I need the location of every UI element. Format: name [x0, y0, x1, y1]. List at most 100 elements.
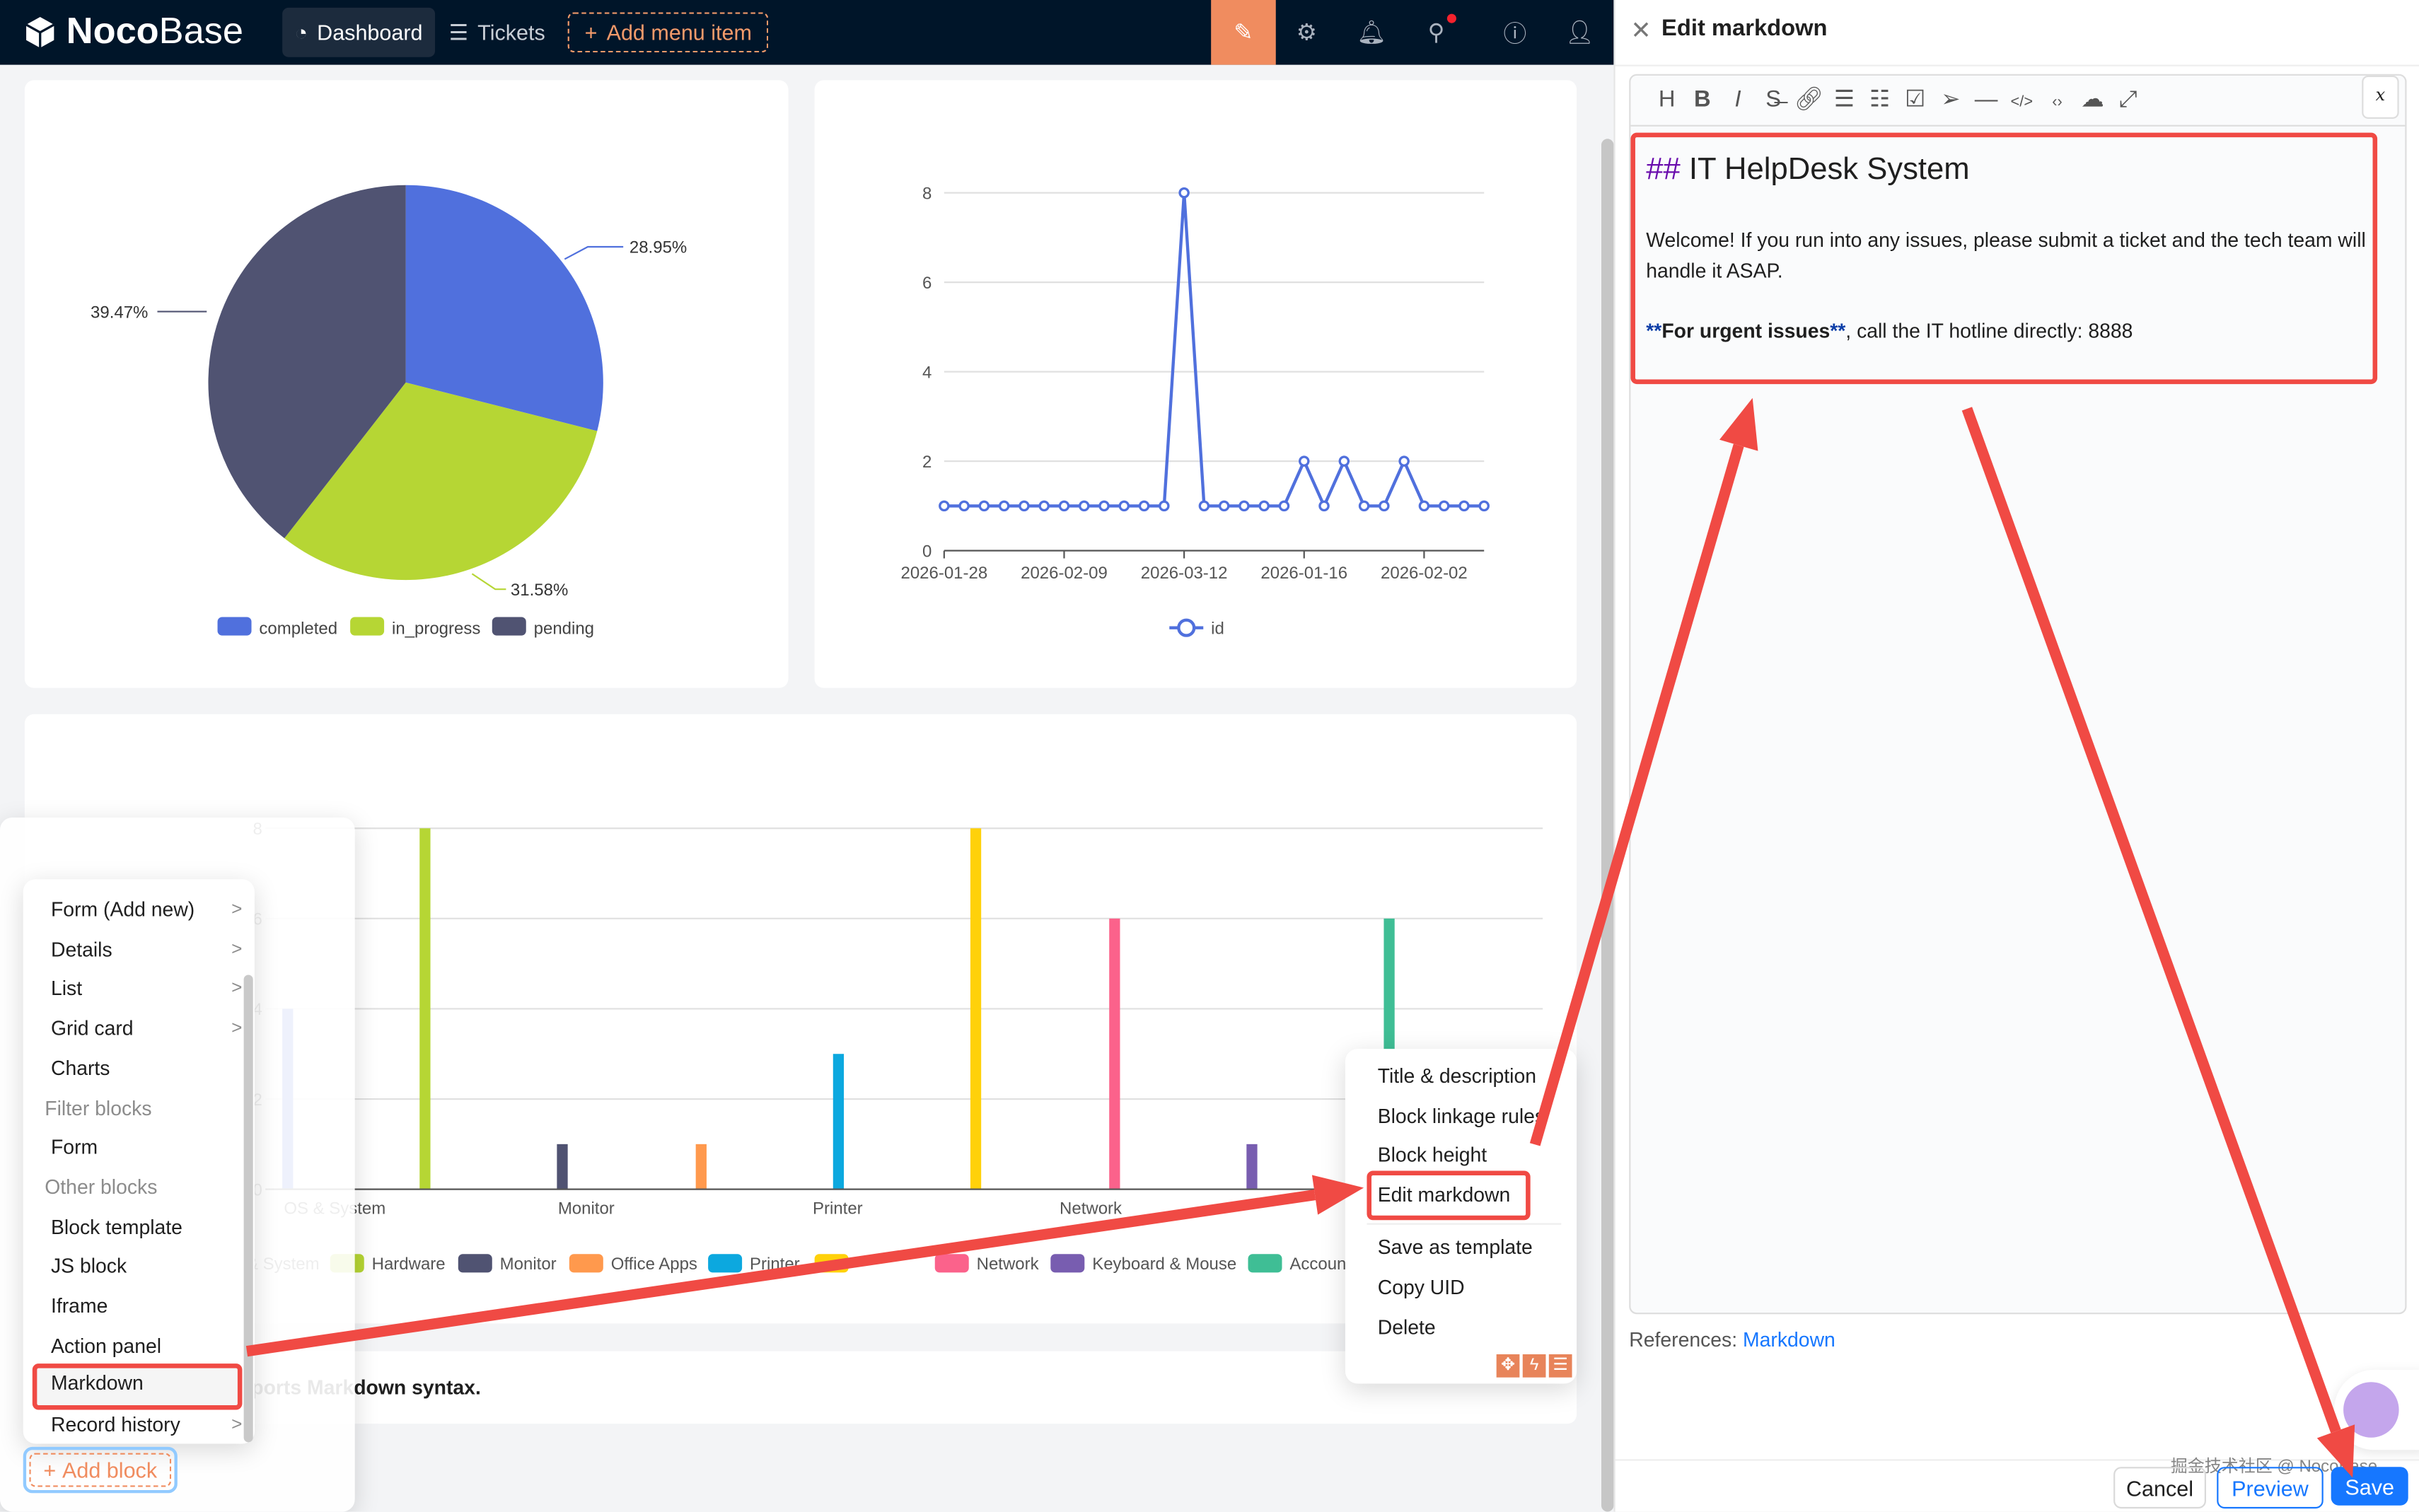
- menu-scrollbar[interactable]: [243, 975, 253, 1443]
- bold-icon[interactable]: B: [1694, 86, 1711, 113]
- assistant-avatar[interactable]: [2343, 1382, 2399, 1438]
- data-point: [1278, 500, 1290, 512]
- heading-icon[interactable]: H: [1658, 86, 1676, 113]
- highlighter-icon[interactable]: ✎: [1211, 0, 1276, 65]
- bell-icon[interactable]: 🔔︎: [1357, 20, 1386, 47]
- legend-swatch: [458, 1254, 492, 1273]
- nav-item-tickets[interactable]: ☰ Tickets: [436, 8, 557, 57]
- menu-item-iframe[interactable]: Iframe: [23, 1288, 239, 1325]
- bar-monitor: [557, 1144, 568, 1190]
- strikethrough-icon[interactable]: S̶: [1765, 86, 1782, 113]
- legend-label: Monitor: [500, 1255, 557, 1274]
- page-scrollbar[interactable]: [1601, 139, 1614, 1512]
- block-settings-menu: Title & description Block linkage rules Bl…: [1345, 1049, 1577, 1342]
- nav-item-dashboard[interactable]: ◔ Dashboard: [282, 7, 436, 57]
- menu-item-delete[interactable]: Delete: [1345, 1315, 1577, 1347]
- menu-item-block-linkage-rules[interactable]: Block linkage rules: [1345, 1105, 1577, 1136]
- help-icon[interactable]: ⓘ: [1503, 21, 1527, 47]
- menu-item-list[interactable]: List >: [23, 971, 242, 1008]
- menu-item-block-template[interactable]: Block template: [23, 1209, 239, 1245]
- legend-label: Network: [977, 1255, 1040, 1274]
- data-point: [1058, 500, 1070, 512]
- data-point: [1458, 500, 1470, 512]
- assistant-float[interactable]: [2334, 1369, 2419, 1450]
- bold-marker: **: [1830, 319, 1846, 343]
- add-block-menu: Form (Add new) > Details > List > Grid card > Ch…: [23, 879, 255, 1444]
- chevron-right-icon: >: [231, 1016, 243, 1039]
- menu-item-grid-card[interactable]: Grid card >: [23, 1011, 243, 1047]
- menu-item-label: JS block: [50, 1254, 127, 1278]
- fullscreen-icon[interactable]: ⤢: [2118, 86, 2137, 113]
- data-point: [1019, 500, 1030, 512]
- x-tick-label: 2026-02-09: [1021, 564, 1108, 583]
- horizontal-rule-icon[interactable]: —: [1974, 86, 1998, 113]
- references-link[interactable]: Markdown: [1743, 1327, 1835, 1351]
- menu-item-copy-uid[interactable]: Copy UID: [1345, 1276, 1577, 1307]
- pie-chart-card: 28.95% 31.58% 39.47% completed in_progress pe…: [24, 80, 789, 688]
- menu-item-action-panel[interactable]: Action panel: [23, 1327, 239, 1364]
- legend-swatch: [934, 1254, 969, 1273]
- legend-label: completed: [259, 619, 337, 638]
- gear-icon[interactable]: ⚙: [1296, 20, 1318, 47]
- settings-menu-icon[interactable]: ☰: [1548, 1354, 1572, 1378]
- add-menu-item-button[interactable]: + Add menu item: [567, 12, 769, 53]
- menu-item-save-as-template[interactable]: Save as template: [1345, 1235, 1577, 1267]
- inline-code-icon[interactable]: ‹›: [2052, 94, 2063, 112]
- references: References: Markdown: [1629, 1328, 1835, 1351]
- menu-item-form-add-new-[interactable]: Form (Add new) >: [23, 892, 242, 929]
- bold-marker: **: [1646, 319, 1662, 343]
- user-icon[interactable]: 👤︎: [1565, 20, 1595, 47]
- add-block-label: Add block: [62, 1458, 158, 1483]
- data-point: [1238, 500, 1250, 512]
- menu-item-charts[interactable]: Charts: [23, 1050, 239, 1087]
- code-block-icon[interactable]: </>: [2010, 94, 2034, 112]
- menu-item-label: Details: [50, 937, 112, 961]
- editor-content-highlight[interactable]: ## IT HelpDesk System Welcome! If you ru…: [1630, 132, 2378, 385]
- markdown-editor[interactable]: H B I S̶ 🔗︎ ☰ ☷ ☑ ➢ — </> ‹› ☁ ⤢ x ## IT HelpDesk Sys…: [1629, 74, 2407, 1315]
- search-icon[interactable]: ⚲: [1404, 0, 1469, 65]
- drag-icon[interactable]: ✥: [1496, 1354, 1520, 1378]
- bullet-list-icon[interactable]: ☰: [1833, 86, 1855, 113]
- menu-item-edit-markdown[interactable]: Edit markdown: [1345, 1170, 1577, 1221]
- cancel-button[interactable]: Cancel: [2113, 1467, 2206, 1509]
- preview-button[interactable]: Preview: [2217, 1467, 2324, 1509]
- add-block-button[interactable]: + Add block: [29, 1453, 172, 1487]
- menu-item-label: List: [50, 977, 83, 1001]
- bar-office-apps: [695, 1144, 707, 1190]
- x-tick-label: 2026-02-02: [1381, 564, 1468, 583]
- checklist-icon[interactable]: ☑: [1905, 86, 1926, 113]
- data-point: [1138, 500, 1150, 512]
- menu-item-details[interactable]: Details >: [23, 931, 242, 968]
- legend-swatch: [708, 1254, 743, 1273]
- menu-item-js-block[interactable]: JS block: [23, 1248, 239, 1285]
- upload-icon[interactable]: ☁: [2081, 86, 2105, 113]
- variable-button[interactable]: x: [2362, 75, 2399, 119]
- highlight-box: [1367, 1170, 1531, 1221]
- x-tick-label: 2026-01-28: [900, 564, 987, 583]
- nav-item-label: Dashboard: [317, 20, 423, 45]
- bar-printer: [833, 1054, 845, 1190]
- dashboard-icon: ◔: [294, 20, 308, 45]
- y-tick-label: 4: [922, 363, 932, 382]
- nav-item-label: Tickets: [477, 20, 545, 45]
- logo-cube-icon: [25, 16, 55, 48]
- quote-icon[interactable]: ➢: [1941, 86, 1961, 113]
- ordered-list-icon[interactable]: ☷: [1869, 86, 1891, 113]
- link-icon[interactable]: 🔗︎: [1794, 86, 1824, 113]
- editor-toolbar: H B I S̶ 🔗︎ ☰ ☷ ☑ ➢ — </> ‹› ☁ ⤢: [1649, 85, 2146, 122]
- menu-item-record-history[interactable]: Record history >: [23, 1407, 242, 1443]
- close-icon[interactable]: ✕: [1630, 18, 1652, 45]
- menu-item-form[interactable]: Form: [23, 1129, 239, 1166]
- save-button[interactable]: Save: [2331, 1467, 2408, 1506]
- menu-item-markdown[interactable]: Markdown: [32, 1363, 243, 1411]
- plus-icon: +: [43, 1458, 57, 1483]
- pie-label-line: [471, 573, 506, 591]
- data-point: [978, 500, 990, 512]
- menu-item-title-description[interactable]: Title & description: [1345, 1064, 1577, 1095]
- add-block-focus-ring: + Add block: [23, 1446, 178, 1494]
- menu-item-block-height[interactable]: Block height: [1345, 1143, 1577, 1174]
- data-point: [1218, 500, 1230, 512]
- italic-icon[interactable]: I: [1734, 86, 1741, 113]
- lightning-icon[interactable]: ϟ: [1522, 1354, 1546, 1378]
